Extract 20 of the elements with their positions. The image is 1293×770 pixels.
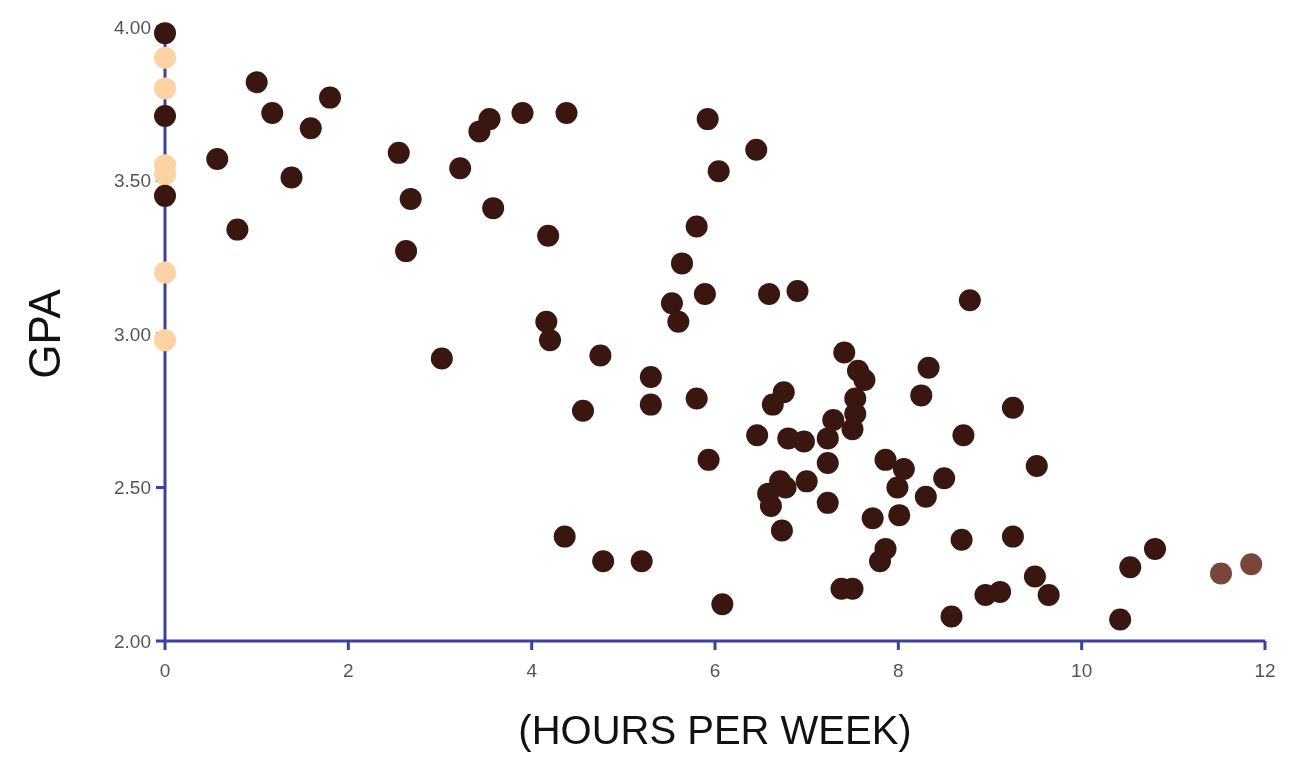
x-tick-label: 6: [709, 660, 721, 681]
point: [154, 46, 176, 69]
x-tick-label: 12: [1254, 660, 1276, 681]
x-tick-label: 2: [343, 660, 354, 681]
x-tick-label: 4: [526, 660, 538, 681]
point: [154, 329, 176, 352]
y-tick-label: 3.00: [114, 323, 151, 345]
y-tick-label: 2.00: [114, 630, 151, 652]
x-axis-title: (HOURS PER WEEK): [518, 708, 912, 752]
point: [1240, 553, 1263, 576]
x-tick-label: 0: [159, 660, 171, 681]
x-tick-label: 10: [1071, 660, 1093, 681]
point: [1210, 562, 1232, 585]
x-tick-label: 8: [893, 660, 904, 681]
y-tick-label: 3.50: [114, 170, 151, 192]
y-tick-label: 4.00: [114, 16, 151, 38]
point: [154, 261, 176, 284]
point: [154, 77, 176, 100]
y-axis-title: GPA: [20, 288, 69, 379]
y-tick-label: 2.50: [114, 477, 151, 499]
